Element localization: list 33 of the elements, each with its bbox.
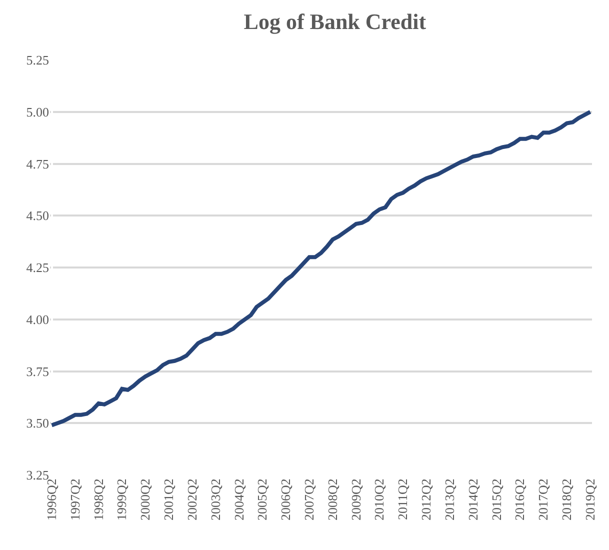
- x-tick-label: 2004Q2: [231, 478, 246, 520]
- x-tick-label: 2017Q2: [536, 478, 551, 520]
- x-tick-label: 2006Q2: [278, 478, 294, 520]
- y-tick-label: 4.50: [26, 208, 49, 224]
- x-tick-label: 2000Q2: [138, 478, 153, 520]
- x-tick-label: 2007Q2: [302, 478, 317, 520]
- x-tick-label: 2019Q2: [582, 478, 598, 520]
- x-tick-label: 1997Q2: [67, 478, 82, 520]
- x-tick-label: 2018Q2: [559, 478, 574, 520]
- y-tick-label: 3.75: [26, 364, 49, 379]
- x-tick-label: 2003Q2: [208, 478, 223, 520]
- y-tick-label: 4.00: [26, 312, 49, 327]
- x-tick-label: 2011Q2: [395, 478, 410, 520]
- x-tick-label: 2001Q2: [161, 478, 176, 520]
- x-tick-label: 2009Q2: [348, 478, 364, 520]
- x-tick-label: 1998Q2: [90, 478, 106, 520]
- y-tick-label: 5.00: [26, 104, 49, 120]
- x-tick-label: 2013Q2: [442, 478, 457, 520]
- x-tick-label: 2012Q2: [418, 478, 434, 520]
- y-tick-label: 3.50: [26, 416, 49, 431]
- y-tick-label: 4.75: [26, 156, 49, 172]
- line-series: [50, 110, 592, 428]
- y-tick-label: 4.25: [26, 260, 49, 276]
- x-tick-label: 2015Q2: [488, 478, 504, 520]
- x-tick-label: 2010Q2: [372, 478, 387, 520]
- x-tick-label: 2014Q2: [465, 478, 480, 520]
- x-tick-label: 2005Q2: [254, 478, 270, 520]
- x-tick-label: 2016Q2: [512, 478, 528, 520]
- chart-title: Log of Bank Credit: [244, 9, 427, 34]
- x-tick-label: 1999Q2: [114, 478, 130, 520]
- y-tick-label: 5.25: [26, 52, 49, 68]
- x-tick-label: 2002Q2: [184, 478, 200, 520]
- x-tick-label: 2008Q2: [324, 478, 340, 520]
